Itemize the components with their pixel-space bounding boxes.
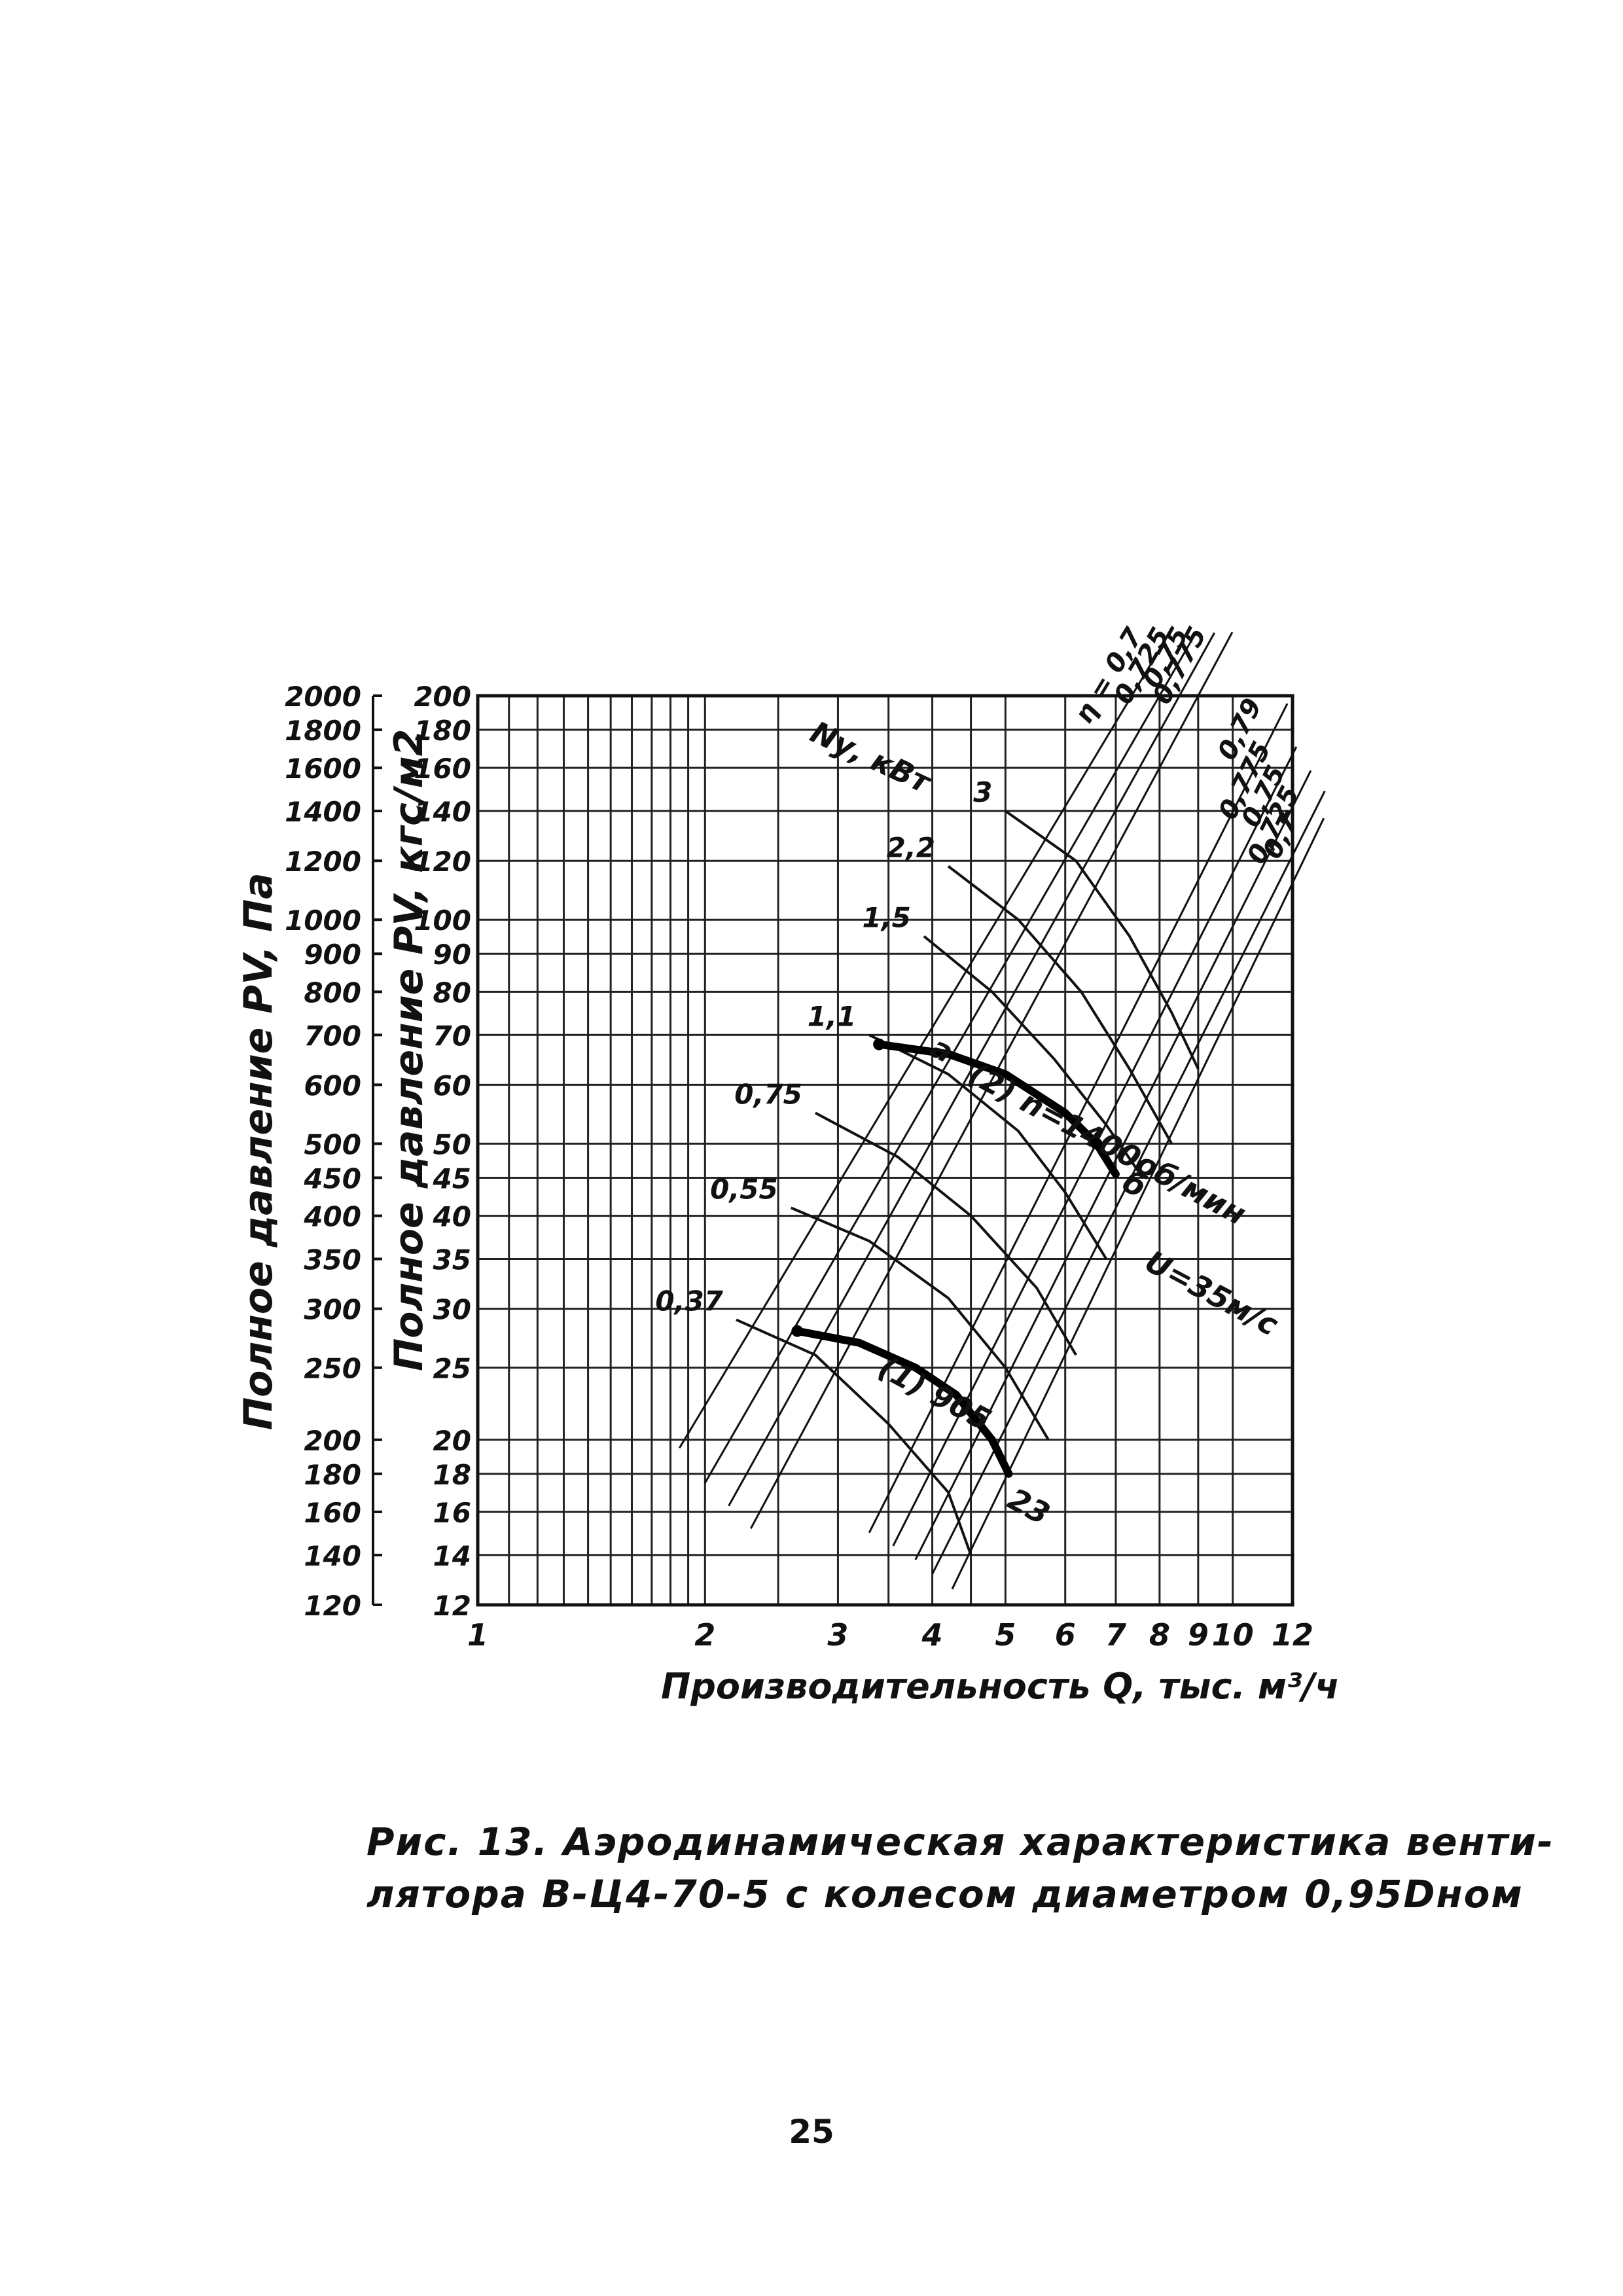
fan-characteristic-line — [793, 1327, 1013, 1478]
y-tick-label-kgf: 18 — [433, 1459, 471, 1491]
power-curve-label: 0,75 — [734, 1078, 802, 1110]
efficiency-line — [868, 703, 1289, 1534]
x-tick-label: 1 — [467, 1617, 488, 1653]
power-curve-label: 1,5 — [862, 902, 910, 934]
y-tick-label-kgf: 25 — [433, 1353, 471, 1385]
y-tick-label-kgf: 90 — [433, 939, 471, 971]
x-tick-label: 12 — [1272, 1617, 1313, 1653]
series-label: (1) 905 — [873, 1350, 997, 1438]
y-tick-label-pa: 140 — [304, 1540, 361, 1572]
page-number: 25 — [789, 2113, 834, 2151]
power-curve-label: 0,55 — [710, 1173, 778, 1205]
power-curve-label: 2,2 — [887, 831, 935, 863]
y-tick-label-pa: 1600 — [285, 753, 361, 785]
y-tick-label-kgf: 50 — [433, 1128, 471, 1160]
y-tick-label-pa: 1800 — [285, 715, 361, 747]
y-tick-label-kgf: 20 — [433, 1425, 471, 1457]
y-tick-label-kgf: 14 — [433, 1540, 471, 1572]
marked-point — [1090, 1138, 1103, 1150]
y-tick-label-kgf: 80 — [433, 977, 471, 1009]
y-tick-label-pa: 800 — [304, 977, 361, 1009]
y-tick-label-kgf: 140 — [414, 796, 471, 828]
efficiency-line — [728, 632, 1216, 1507]
point-label: 23 — [1002, 1481, 1056, 1532]
y-tick-label-pa: 120 — [304, 1590, 361, 1622]
power-curve — [923, 935, 1144, 1179]
y-axis-title-kgf: Полное давление PV, кгс/м2 — [386, 729, 432, 1371]
y-tick-label-pa: 250 — [304, 1353, 361, 1385]
y-tick-label-pa: 700 — [304, 1020, 361, 1052]
efficiency-line — [749, 632, 1234, 1530]
plot-frame — [476, 694, 1294, 1607]
y-tick-label-kgf: 40 — [433, 1201, 471, 1233]
y-tick-label-pa: 300 — [304, 1294, 361, 1326]
figure-caption-line-1: Рис. 13. Аэродинамическая характеристика… — [366, 1820, 1554, 1864]
y-tick-label-pa: 1400 — [285, 796, 361, 828]
y-tick-label-pa: 180 — [304, 1459, 361, 1491]
power-curve — [868, 1033, 1108, 1260]
y-tick-label-pa: 400 — [303, 1201, 361, 1233]
marked-point — [873, 1038, 885, 1050]
y-tick-label-pa: 200 — [304, 1425, 361, 1457]
y-tick-label-pa: 1200 — [285, 846, 361, 878]
power-curve-label: 1,1 — [808, 1000, 856, 1032]
x-tick-label: 5 — [995, 1617, 1016, 1653]
x-tick-label: 10 — [1212, 1617, 1254, 1653]
x-tick-label: 9 — [1188, 1617, 1209, 1653]
efficiency-line — [678, 633, 1170, 1449]
power-curve-label: 3 — [973, 776, 992, 808]
y-tick-label-kgf: 160 — [414, 753, 471, 785]
y-tick-label-kgf: 200 — [414, 681, 471, 713]
power-curve-label: 0,37 — [655, 1285, 723, 1317]
y-tick-label-pa: 350 — [304, 1244, 361, 1276]
y-tick-label-pa: 500 — [304, 1128, 361, 1160]
y-tick-label-kgf: 100 — [414, 905, 471, 937]
y-tick-label-pa: 900 — [304, 939, 361, 971]
y-tick-label-kgf: 45 — [433, 1162, 471, 1194]
y-tick-label-pa: 450 — [303, 1162, 361, 1194]
y-axis-title-pa: Полное давление PV, Па — [236, 872, 281, 1430]
power-curve — [736, 1318, 972, 1556]
y-tick-label-kgf: 35 — [433, 1244, 471, 1276]
power-curve — [947, 865, 1173, 1145]
y-tick-label-kgf: 70 — [433, 1020, 471, 1052]
x-tick-label: 6 — [1055, 1617, 1076, 1653]
y-tick-label-pa: 160 — [304, 1497, 361, 1529]
efficiency-line — [951, 817, 1325, 1590]
power-curve — [790, 1206, 1050, 1441]
fan-characteristic-line — [875, 1040, 1120, 1178]
x-axis-title: Производительность Q, тыс. м³/ч — [661, 1666, 1339, 1707]
x-tick-label: 7 — [1105, 1617, 1126, 1653]
figure-caption-line-2: лятора В-Ц4-70-5 с колесом диаметром 0,9… — [366, 1872, 1524, 1916]
y-tick-label-kgf: 120 — [414, 846, 471, 878]
power-curve — [814, 1111, 1077, 1356]
fan-characteristic-chart: η = 0,70,7250,750,7750,790,7750,750,7250… — [236, 622, 1339, 1707]
y-tick-label-kgf: 12 — [433, 1590, 471, 1622]
power-curve — [1005, 810, 1200, 1070]
x-tick-label: 8 — [1149, 1617, 1170, 1653]
y-tick-label-kgf: 60 — [433, 1069, 471, 1102]
y-tick-label-kgf: 30 — [433, 1294, 471, 1326]
marked-point — [791, 1325, 804, 1337]
x-tick-label: 4 — [921, 1617, 943, 1653]
x-tick-label: 2 — [694, 1617, 715, 1653]
power-axis-label: Nу, кВт — [805, 714, 937, 800]
y-tick-label-pa: 600 — [304, 1069, 361, 1102]
y-tick-label-pa: 2000 — [285, 681, 361, 713]
x-tick-label: 3 — [827, 1617, 848, 1653]
y-tick-label-kgf: 180 — [414, 715, 471, 747]
y-tick-label-kgf: 16 — [433, 1497, 471, 1529]
y-tick-label-pa: 1000 — [285, 905, 361, 937]
